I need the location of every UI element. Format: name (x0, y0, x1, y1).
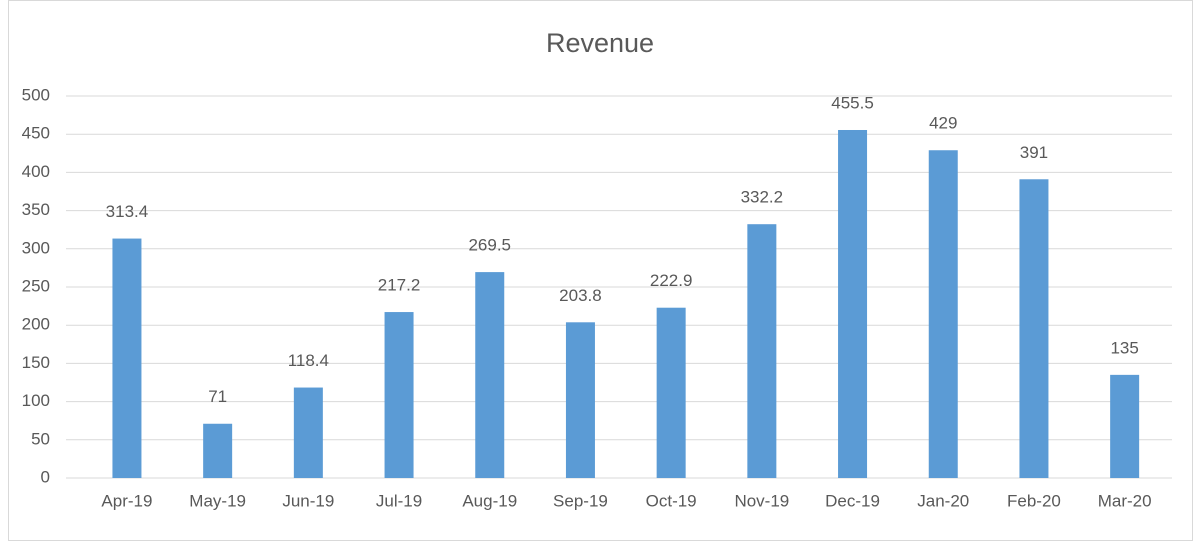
y-tick-label: 100 (22, 391, 50, 410)
y-tick-label: 300 (22, 238, 50, 257)
y-tick-label: 50 (31, 429, 50, 448)
x-tick-label: Jun-19 (282, 491, 334, 510)
data-label: 313.4 (106, 202, 149, 221)
chart-title: Revenue (546, 28, 654, 58)
bar (112, 238, 142, 478)
bar (928, 150, 958, 478)
bar (565, 322, 595, 478)
x-tick-label: Oct-19 (646, 491, 697, 510)
data-label: 429 (929, 114, 957, 133)
y-tick-label: 250 (22, 276, 50, 295)
x-tick-label: Dec-19 (825, 491, 880, 510)
bar (1019, 179, 1049, 478)
y-tick-label: 200 (22, 315, 50, 334)
data-label: 217.2 (378, 276, 421, 295)
y-tick-label: 500 (22, 85, 50, 104)
x-tick-label: May-19 (189, 491, 246, 510)
x-tick-label: Mar-20 (1098, 491, 1152, 510)
bar (747, 224, 777, 478)
x-tick-label: Jul-19 (376, 491, 422, 510)
data-label: 391 (1020, 143, 1048, 162)
data-label: 203.8 (559, 286, 602, 305)
bar (475, 272, 505, 478)
bar (203, 423, 233, 478)
y-tick-label: 350 (22, 200, 50, 219)
data-label: 269.5 (468, 236, 511, 255)
data-label: 135 (1110, 338, 1138, 357)
y-tick-label: 0 (41, 467, 50, 486)
x-tick-label: Aug-19 (462, 491, 517, 510)
data-label: 118.4 (288, 351, 329, 370)
x-tick-label: Nov-19 (734, 491, 789, 510)
bar (1110, 374, 1140, 478)
y-tick-label: 450 (22, 124, 50, 143)
data-label: 455.5 (831, 93, 874, 112)
chart-border (8, 0, 1193, 541)
bar (656, 307, 686, 478)
x-tick-label: Jan-20 (917, 491, 969, 510)
x-tick-label: Apr-19 (101, 491, 152, 510)
x-tick-label: Sep-19 (553, 491, 608, 510)
data-label: 332.2 (741, 188, 784, 207)
bar (293, 387, 323, 478)
bar (384, 312, 414, 478)
y-tick-label: 150 (22, 353, 50, 372)
data-label: 222.9 (650, 271, 693, 290)
bar (838, 129, 868, 479)
y-tick-label: 400 (22, 162, 50, 181)
x-tick-label: Feb-20 (1007, 491, 1061, 510)
data-label: 71 (208, 387, 227, 406)
